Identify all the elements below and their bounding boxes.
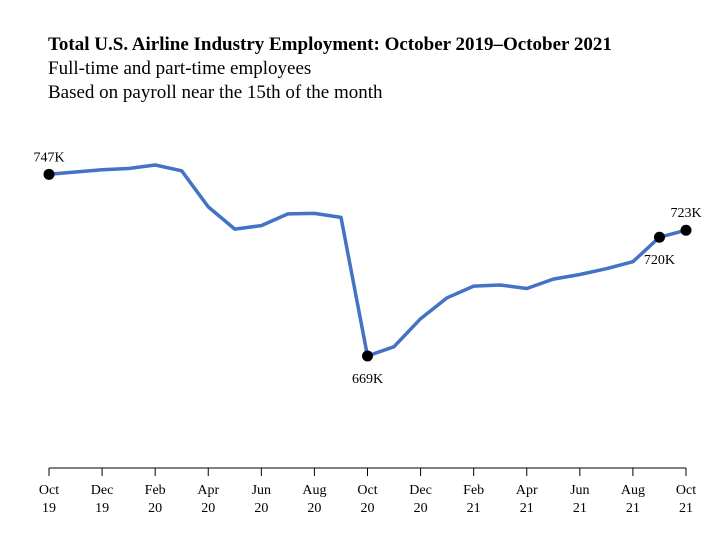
x-tick-label-year: 20 bbox=[148, 501, 162, 516]
data-label: 723K bbox=[670, 206, 701, 221]
x-tick-label-month: Aug bbox=[621, 483, 645, 498]
x-tick-label-month: Jun bbox=[570, 483, 589, 498]
x-tick-label-month: Apr bbox=[197, 483, 219, 498]
data-point-marker bbox=[43, 168, 55, 180]
x-tick-label-year: 20 bbox=[201, 501, 215, 516]
x-tick-label-month: Aug bbox=[302, 483, 326, 498]
data-point-marker bbox=[653, 231, 665, 243]
x-tick-label-year: 20 bbox=[414, 501, 428, 516]
x-tick-label-year: 20 bbox=[307, 501, 321, 516]
x-tick-label-year: 20 bbox=[254, 501, 268, 516]
x-tick-label-year: 21 bbox=[573, 501, 587, 516]
x-tick-label-month: Jun bbox=[252, 483, 271, 498]
x-tick-label-year: 21 bbox=[520, 501, 534, 516]
chart-subtitle-2: Based on payroll near the 15th of the mo… bbox=[48, 82, 383, 103]
chart-title: Total U.S. Airline Industry Employment: … bbox=[48, 34, 612, 55]
data-label: 747K bbox=[33, 150, 64, 165]
x-tick-label-month: Feb bbox=[145, 483, 166, 498]
x-tick-label-year: 21 bbox=[626, 501, 640, 516]
data-point-marker bbox=[680, 224, 692, 236]
data-label: 669K bbox=[352, 372, 383, 387]
x-tick-label-month: Oct bbox=[676, 483, 696, 498]
x-tick-label-year: 21 bbox=[679, 501, 693, 516]
data-label: 720K bbox=[644, 253, 675, 268]
chart-subtitle-1: Full-time and part-time employees bbox=[48, 58, 312, 79]
x-tick-label-year: 19 bbox=[42, 501, 56, 516]
chart-titles: Total U.S. Airline Industry Employment: … bbox=[48, 33, 612, 105]
x-tick-label-month: Apr bbox=[516, 483, 538, 498]
x-tick-label-year: 21 bbox=[467, 501, 481, 516]
x-tick-label-year: 20 bbox=[361, 501, 375, 516]
x-tick-label-month: Dec bbox=[409, 483, 432, 498]
x-tick-label-month: Oct bbox=[357, 483, 377, 498]
x-tick-label-month: Oct bbox=[39, 483, 59, 498]
series-line bbox=[47, 163, 688, 358]
x-tick-label-month: Feb bbox=[463, 483, 484, 498]
data-point-marker bbox=[362, 350, 373, 362]
x-tick-label-month: Dec bbox=[91, 483, 114, 498]
x-tick-label-year: 19 bbox=[95, 501, 109, 516]
